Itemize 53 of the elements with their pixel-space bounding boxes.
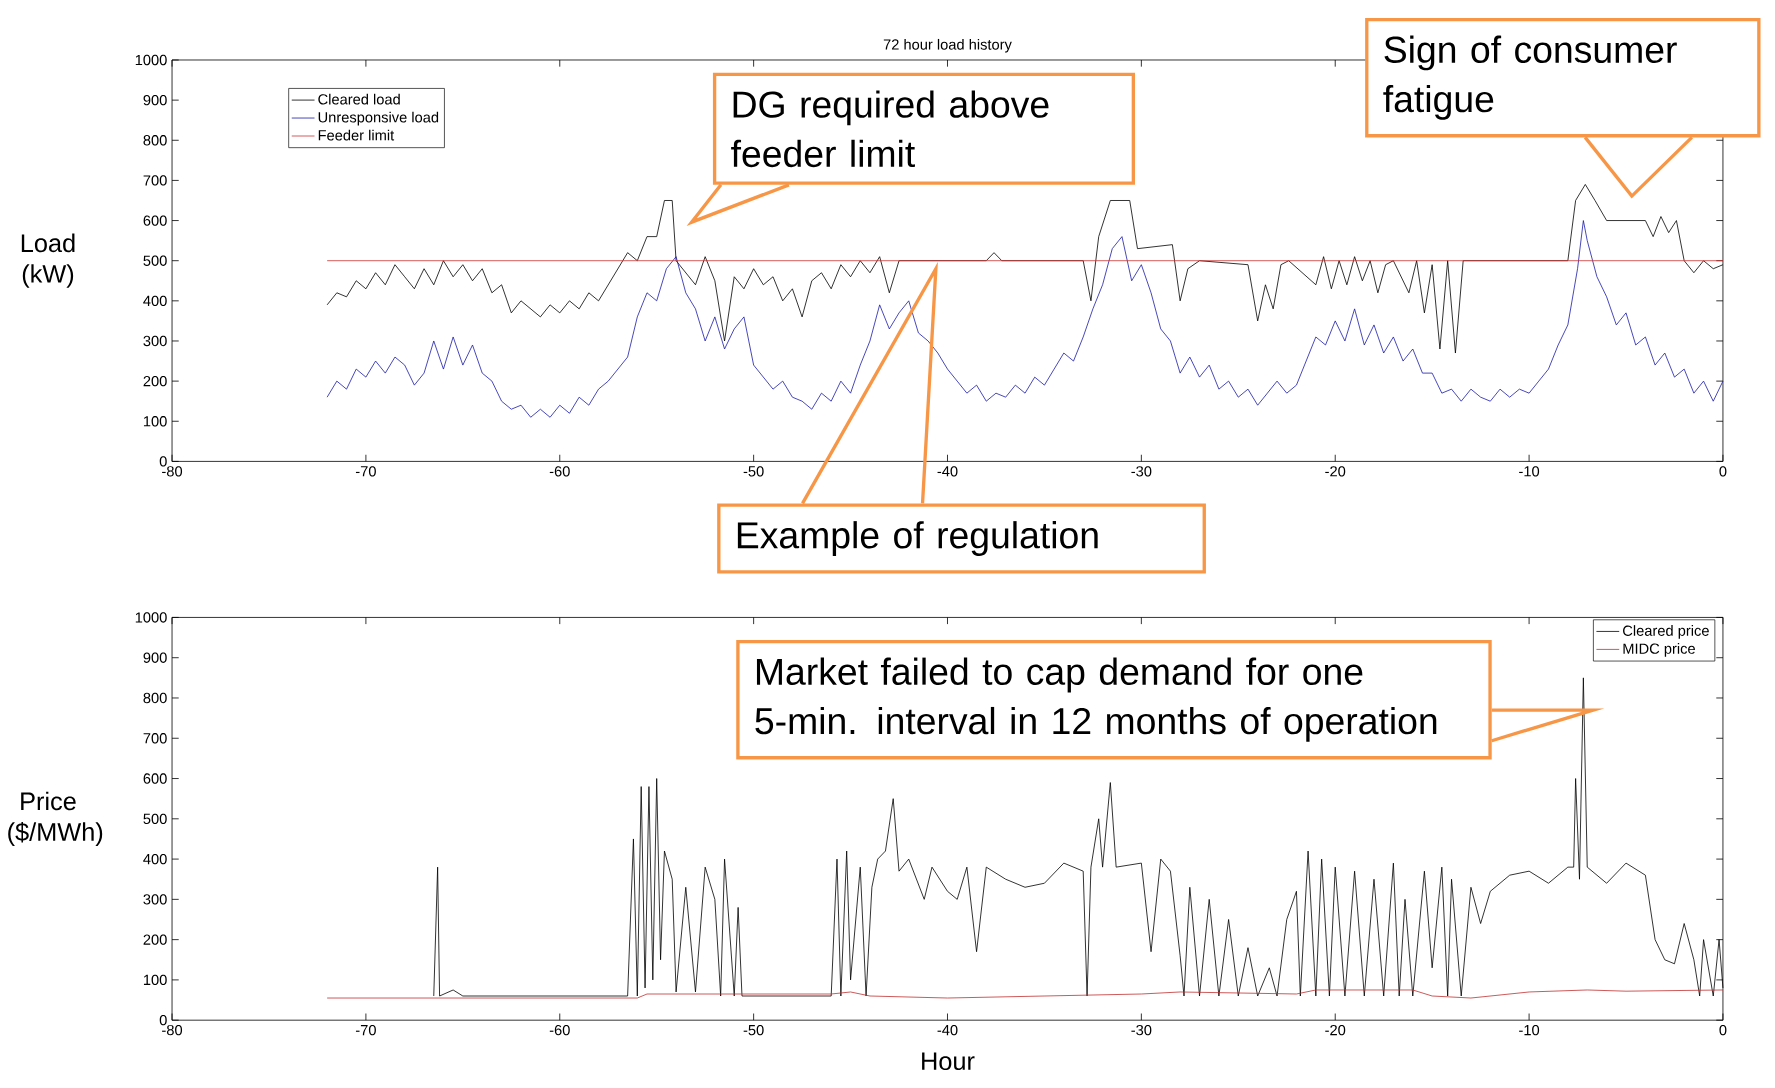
x-tick-label: -70 [355, 1024, 376, 1036]
x-tick-label: -80 [162, 466, 183, 477]
y-tick-label: 1000 [135, 612, 167, 623]
y-tick-label: 500 [143, 813, 167, 824]
x-tick-label: -40 [937, 1024, 958, 1036]
y-tick-label: 700 [143, 175, 167, 186]
y-tick-label: 300 [143, 335, 167, 347]
y-tick-label: 400 [143, 295, 167, 306]
y-tick-label: 600 [143, 215, 167, 226]
y-tick-label: 100 [143, 415, 167, 427]
y-tick-label: 0 [159, 456, 167, 467]
x-tick-label: -80 [162, 1024, 183, 1036]
y-tick-label: 600 [143, 773, 167, 784]
y-tick-label: 200 [143, 375, 167, 387]
y-tick-label: 400 [143, 853, 167, 865]
x-tick-label: -10 [1519, 466, 1540, 477]
y-tick-label: 500 [143, 255, 167, 266]
legend-label: Cleared load [318, 93, 400, 105]
x-tick-label: 0 [1719, 466, 1727, 477]
x-tick-label: 0 [1719, 1024, 1727, 1036]
x-tick-label: -20 [1325, 466, 1346, 477]
x-tick-label: -70 [355, 466, 376, 477]
x-tick-label: -10 [1519, 1024, 1540, 1036]
y-tick-label: 900 [143, 94, 167, 106]
y-tick-label: 800 [143, 135, 167, 146]
y-tick-label: 700 [143, 732, 167, 744]
x-tick-label: -30 [1131, 1024, 1152, 1036]
x-tick-label: -60 [549, 466, 570, 477]
y-axis-title: Load (kW) [21, 233, 75, 288]
x-tick-label: -60 [549, 1024, 570, 1036]
y-tick-label: 300 [143, 894, 167, 905]
x-tick-label: -30 [1131, 466, 1152, 477]
x-tick-label: -50 [743, 466, 764, 477]
legend-label: Unresponsive load [318, 111, 439, 126]
annotation: DG required above feeder limit [731, 90, 1049, 168]
annotation: Sign of consumer fatigue [1383, 35, 1677, 120]
legend-label: Feeder limit [318, 129, 395, 141]
y-tick-label: 900 [143, 652, 167, 663]
x-tick-label: -20 [1325, 1024, 1346, 1036]
annotation: Market failed to cap demand for one 5-min. interval in 12 months of operation [755, 657, 1437, 742]
x-tick-label: -50 [743, 1024, 764, 1036]
y-tick-label: 800 [143, 692, 167, 704]
y-tick-label: 200 [143, 934, 167, 945]
y-tick-label: 100 [143, 974, 167, 985]
legend-label: MIDC price [1623, 642, 1695, 657]
y-tick-label: 0 [159, 1014, 167, 1026]
chart-title: 72 hour load history [883, 38, 1012, 53]
x-tick-label: -40 [937, 466, 958, 477]
text: Example of regulation [737, 521, 1098, 556]
x-axis-title: Hour [922, 1052, 975, 1071]
y-axis-title: Price ($/MWh) [8, 791, 103, 846]
y-tick-label: 1000 [135, 54, 167, 66]
legend-label: Cleared price [1623, 625, 1709, 639]
